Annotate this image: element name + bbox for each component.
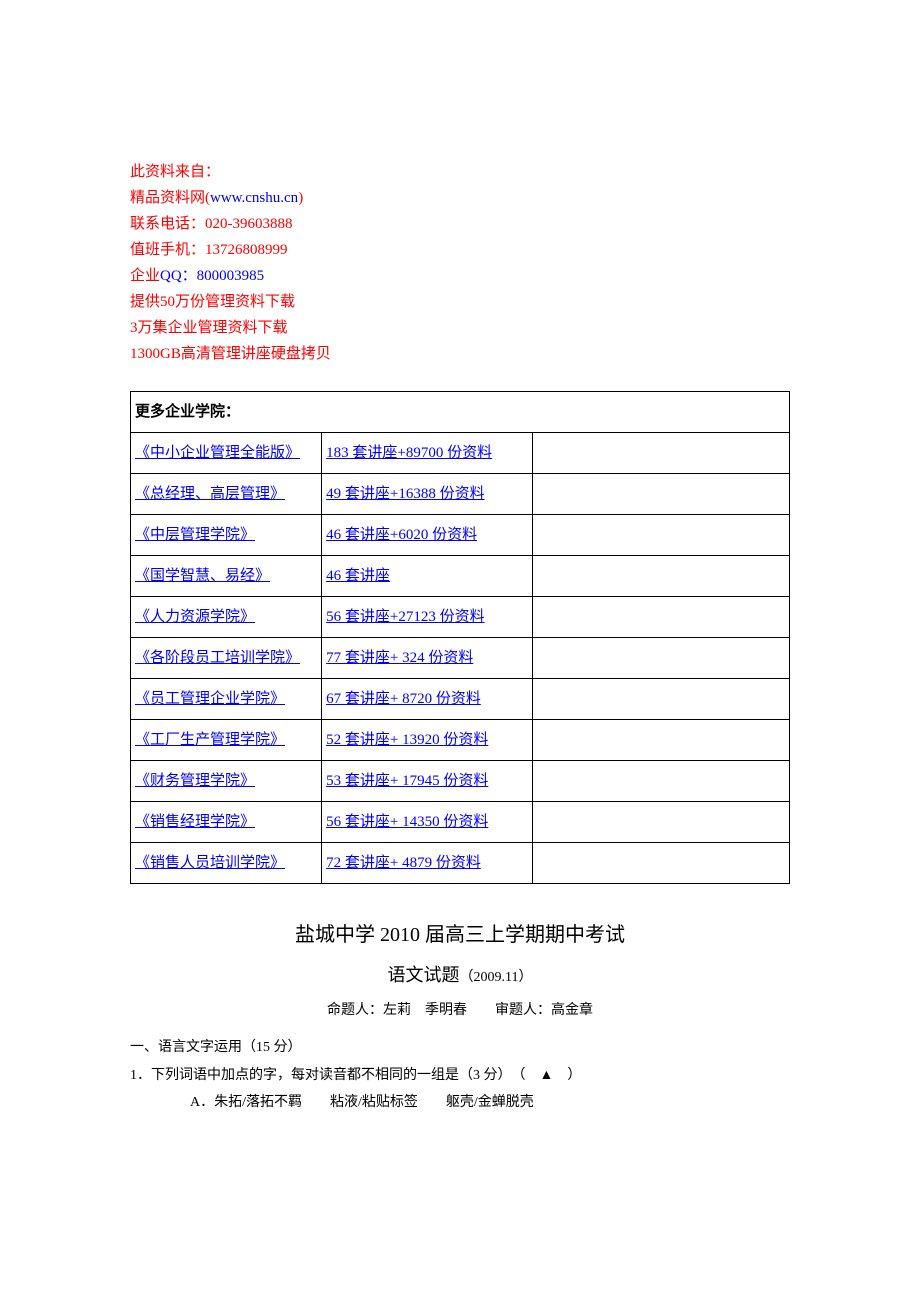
table-row: 《销售人员培训学院》72 套讲座+ 4879 份资料 <box>131 843 790 884</box>
course-desc-cell[interactable]: 67 套讲座+ 8720 份资料 <box>322 679 533 720</box>
exam-subtitle: 语文试题（2009.11） <box>130 961 790 990</box>
exam-subject: 语文试题 <box>388 965 460 985</box>
course-desc-cell[interactable]: 77 套讲座+ 324 份资料 <box>322 638 533 679</box>
table-row: 《国学智慧、易经》46 套讲座 <box>131 556 790 597</box>
source-label: 此资料来自： <box>130 160 790 184</box>
course-name-cell[interactable]: 《人力资源学院》 <box>131 597 322 638</box>
course-desc-cell[interactable]: 52 套讲座+ 13920 份资料 <box>322 720 533 761</box>
table-row: 《中小企业管理全能版》183 套讲座+89700 份资料 <box>131 433 790 474</box>
course-empty-cell <box>532 679 789 720</box>
course-empty-cell <box>532 720 789 761</box>
table-header-row: 更多企业学院： <box>131 392 790 433</box>
course-empty-cell <box>532 474 789 515</box>
question-1: 1．下列词语中加点的字，每对读音都不相同的一组是（3 分） （ ▲ ） <box>130 1065 790 1087</box>
course-empty-cell <box>532 433 789 474</box>
exam-authors: 命题人：左莉 季明春 审题人：高金章 <box>130 1000 790 1022</box>
download2-line: 3万集企业管理资料下载 <box>130 316 790 340</box>
course-desc-cell[interactable]: 183 套讲座+89700 份资料 <box>322 433 533 474</box>
course-empty-cell <box>532 515 789 556</box>
course-desc-cell[interactable]: 46 套讲座+6020 份资料 <box>322 515 533 556</box>
exam-title: 盐城中学 2010 届高三上学期期中考试 <box>130 919 790 951</box>
table-row: 《员工管理企业学院》67 套讲座+ 8720 份资料 <box>131 679 790 720</box>
website-prefix: 精品资料网( <box>130 190 210 206</box>
qq-line: 企业QQ：800003985 <box>130 264 790 288</box>
course-desc-cell[interactable]: 56 套讲座+ 14350 份资料 <box>322 802 533 843</box>
course-name-cell[interactable]: 《工厂生产管理学院》 <box>131 720 322 761</box>
course-name-cell[interactable]: 《国学智慧、易经》 <box>131 556 322 597</box>
course-name-cell[interactable]: 《各阶段员工培训学院》 <box>131 638 322 679</box>
course-name-cell[interactable]: 《员工管理企业学院》 <box>131 679 322 720</box>
course-empty-cell <box>532 597 789 638</box>
table-row: 《总经理、高层管理》49 套讲座+16388 份资料 <box>131 474 790 515</box>
course-desc-cell[interactable]: 72 套讲座+ 4879 份资料 <box>322 843 533 884</box>
table-row: 《工厂生产管理学院》52 套讲座+ 13920 份资料 <box>131 720 790 761</box>
course-desc-cell[interactable]: 56 套讲座+27123 份资料 <box>322 597 533 638</box>
table-row: 《中层管理学院》46 套讲座+6020 份资料 <box>131 515 790 556</box>
table-row: 《各阶段员工培训学院》77 套讲座+ 324 份资料 <box>131 638 790 679</box>
course-empty-cell <box>532 638 789 679</box>
option-a: A．朱拓/落拓不羁 粘液/粘贴标签 躯壳/金蝉脱壳 <box>130 1092 790 1114</box>
qq-link[interactable]: QQ：800003985 <box>160 268 264 284</box>
website-link[interactable]: www.cnshu.cn <box>210 190 298 206</box>
course-name-cell[interactable]: 《中层管理学院》 <box>131 515 322 556</box>
course-empty-cell <box>532 843 789 884</box>
table-row: 《人力资源学院》56 套讲座+27123 份资料 <box>131 597 790 638</box>
website-suffix: ) <box>298 190 303 206</box>
header-info-block: 此资料来自： 精品资料网(www.cnshu.cn) 联系电话：020-3960… <box>130 160 790 366</box>
course-empty-cell <box>532 556 789 597</box>
course-name-cell[interactable]: 《总经理、高层管理》 <box>131 474 322 515</box>
courses-table: 更多企业学院： 《中小企业管理全能版》183 套讲座+89700 份资料《总经理… <box>130 391 790 884</box>
course-name-cell[interactable]: 《财务管理学院》 <box>131 761 322 802</box>
course-name-cell[interactable]: 《销售经理学院》 <box>131 802 322 843</box>
phone-line: 联系电话：020-39603888 <box>130 212 790 236</box>
table-row: 《销售经理学院》56 套讲座+ 14350 份资料 <box>131 802 790 843</box>
course-desc-cell[interactable]: 53 套讲座+ 17945 份资料 <box>322 761 533 802</box>
download1-line: 提供50万份管理资料下载 <box>130 290 790 314</box>
table-header-cell: 更多企业学院： <box>131 392 790 433</box>
table-row: 《财务管理学院》53 套讲座+ 17945 份资料 <box>131 761 790 802</box>
course-empty-cell <box>532 761 789 802</box>
course-empty-cell <box>532 802 789 843</box>
course-desc-cell[interactable]: 49 套讲座+16388 份资料 <box>322 474 533 515</box>
qq-prefix: 企业 <box>130 268 160 284</box>
course-name-cell[interactable]: 《中小企业管理全能版》 <box>131 433 322 474</box>
course-name-cell[interactable]: 《销售人员培训学院》 <box>131 843 322 884</box>
course-desc-cell[interactable]: 46 套讲座 <box>322 556 533 597</box>
download3-line: 1300GB高清管理讲座硬盘拷贝 <box>130 342 790 366</box>
website-line: 精品资料网(www.cnshu.cn) <box>130 186 790 210</box>
mobile-line: 值班手机：13726808999 <box>130 238 790 262</box>
section-heading: 一、语言文字运用（15 分） <box>130 1037 790 1059</box>
exam-date: （2009.11） <box>460 970 533 985</box>
